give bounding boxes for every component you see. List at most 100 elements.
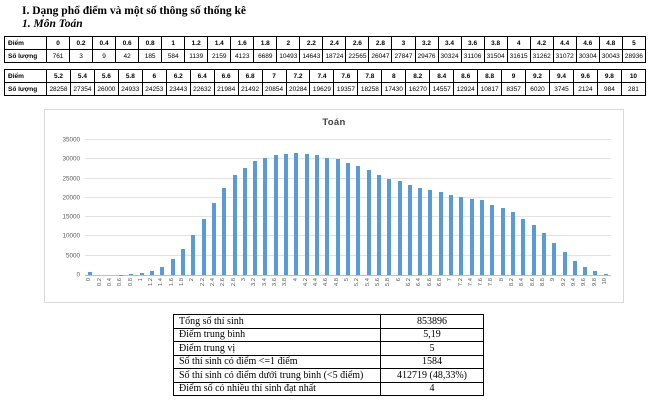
bar [603, 273, 608, 275]
score-cell: 9.4 [549, 69, 574, 83]
score-cell: 1.6 [230, 36, 255, 50]
x-axis-tick: 1.2 [147, 278, 157, 299]
score-distribution-chart: Toán 0 5000 10000 15000 20000 25000 30000 35000… [44, 109, 624, 303]
count-row-label: Số lượng [4, 82, 47, 96]
score-cell: 1.4 [207, 36, 232, 50]
x-axis-tick: 5.8 [384, 278, 394, 299]
x-axis-tick-label: 2.2 [199, 278, 206, 287]
summary-row: Tổng số thí sinh 853896 [173, 314, 484, 329]
bar [480, 200, 485, 275]
bar [253, 161, 258, 275]
count-cell: 27354 [69, 82, 95, 96]
bar-slot [570, 140, 580, 275]
score-cell: 3.4 [437, 36, 462, 50]
x-axis-tick: 2 [188, 278, 198, 299]
score-row: Điểm 0 0.2 0.4 0.6 0.8 1 1.2 1.4 1.6 1.8 2 2.2 2.4 2.6… [4, 36, 647, 50]
x-axis-tick: 9.8 [590, 278, 600, 299]
score-cell: 9.2 [525, 69, 551, 83]
bar-slot [281, 140, 291, 275]
summary-label: Điểm trung bình [173, 327, 381, 342]
count-row: Số lượng 28258 27354 26000 24933 24253 23443 22… [4, 82, 647, 96]
score-cell: 1.8 [253, 36, 278, 50]
bar-slot [549, 140, 559, 275]
summary-value: 5,19 [380, 327, 484, 342]
x-axis-tick-label: 5.8 [385, 278, 392, 287]
x-axis-tick: 9.6 [580, 278, 590, 299]
count-cell: 761 [45, 49, 71, 63]
x-axis-tick: 2.2 [198, 278, 208, 299]
score-cell: 5.6 [93, 69, 119, 83]
score-cell: 8.8 [477, 69, 503, 83]
score-cell: 6.8 [237, 69, 263, 83]
score-cell: 6.4 [189, 69, 215, 83]
bar-slot [498, 140, 508, 275]
statistics-summary-body: Tổng số thí sinh 853896 Điểm trung bình 5,1… [173, 314, 484, 396]
score-cell: 2 [276, 36, 301, 50]
y-axis-tick-label: 20000 [62, 194, 80, 202]
count-cell: 185 [138, 49, 163, 63]
count-cell: 22632 [189, 82, 215, 96]
x-axis-tick: 6 [394, 278, 404, 299]
bar-slot [85, 140, 95, 275]
score-cell: 5.2 [46, 69, 71, 83]
x-axis-tick: 2.6 [219, 278, 229, 299]
y-axis-tick-label: 25000 [62, 175, 80, 183]
x-axis-tick-label: 8.4 [519, 278, 526, 287]
x-axis-tick-label: 0 [86, 278, 93, 282]
bar [572, 260, 577, 275]
count-cell: 19629 [309, 82, 335, 96]
document-headings: I. Dạng phổ điểm và một số thông số thốn… [0, 0, 660, 30]
chart-title: Toán [322, 117, 346, 128]
x-axis-tick-label: 1.2 [148, 278, 155, 287]
count-cell: 30043 [598, 49, 623, 63]
count-cell: 18258 [357, 82, 383, 96]
bar [150, 270, 155, 275]
count-cell: 28258 [46, 82, 71, 96]
x-axis-tick-label: 0.8 [127, 278, 134, 287]
x-axis-tick: 0 [85, 278, 95, 299]
bar-slot [250, 140, 260, 275]
count-cell: 31262 [529, 49, 554, 63]
x-axis-tick: 9.4 [570, 278, 580, 299]
x-axis-tick: 7 [446, 278, 456, 299]
bar [490, 204, 495, 275]
score-cell: 8.2 [405, 69, 431, 83]
score-cell: 3.6 [460, 36, 485, 50]
x-axis-tick: 4.2 [302, 278, 312, 299]
bar [242, 167, 247, 275]
x-axis-tick-label: 9.8 [591, 278, 598, 287]
count-cell: 16270 [405, 82, 431, 96]
x-axis-tick-label: 3.6 [271, 278, 278, 287]
bar-slot [168, 140, 178, 275]
bar-slot [106, 140, 116, 275]
bar [541, 233, 546, 275]
count-cell: 24933 [117, 82, 143, 96]
score-table-2-body: Điểm 5.2 5.4 5.6 5.8 6 6.2 6.4 6.6 6.8 7 7.2 7.4 7.6 7… [4, 69, 647, 96]
bar-slot [240, 140, 250, 275]
score-cell: 10 [620, 69, 647, 83]
count-cell: 9 [92, 49, 117, 63]
count-cell: 20854 [261, 82, 287, 96]
count-cell: 6020 [525, 82, 551, 96]
x-axis-tick-label: 2.6 [220, 278, 227, 287]
x-axis-tick-label: 6.6 [426, 278, 433, 287]
bar-slot [95, 140, 105, 275]
bar [366, 169, 371, 275]
bar-slot [446, 140, 456, 275]
count-cell: 31504 [483, 49, 508, 63]
x-axis-tick: 5.2 [353, 278, 363, 299]
bar-slot [343, 140, 353, 275]
score-cell: 3 [391, 36, 416, 50]
count-row-label: Số lượng [4, 49, 47, 63]
bar-slot [559, 140, 569, 275]
score-cell: 0.8 [138, 36, 163, 50]
count-cell: 22565 [345, 49, 370, 63]
count-cell: 23443 [165, 82, 191, 96]
x-axis-tick-label: 10 [601, 278, 608, 285]
x-axis-tick: 5.4 [363, 278, 373, 299]
score-cell: 8 [381, 69, 407, 83]
bar-slot [590, 140, 600, 275]
summary-label: Số thí sinh có điểm <=1 điểm [173, 354, 381, 369]
bar [325, 158, 330, 275]
count-cell: 18724 [322, 49, 347, 63]
